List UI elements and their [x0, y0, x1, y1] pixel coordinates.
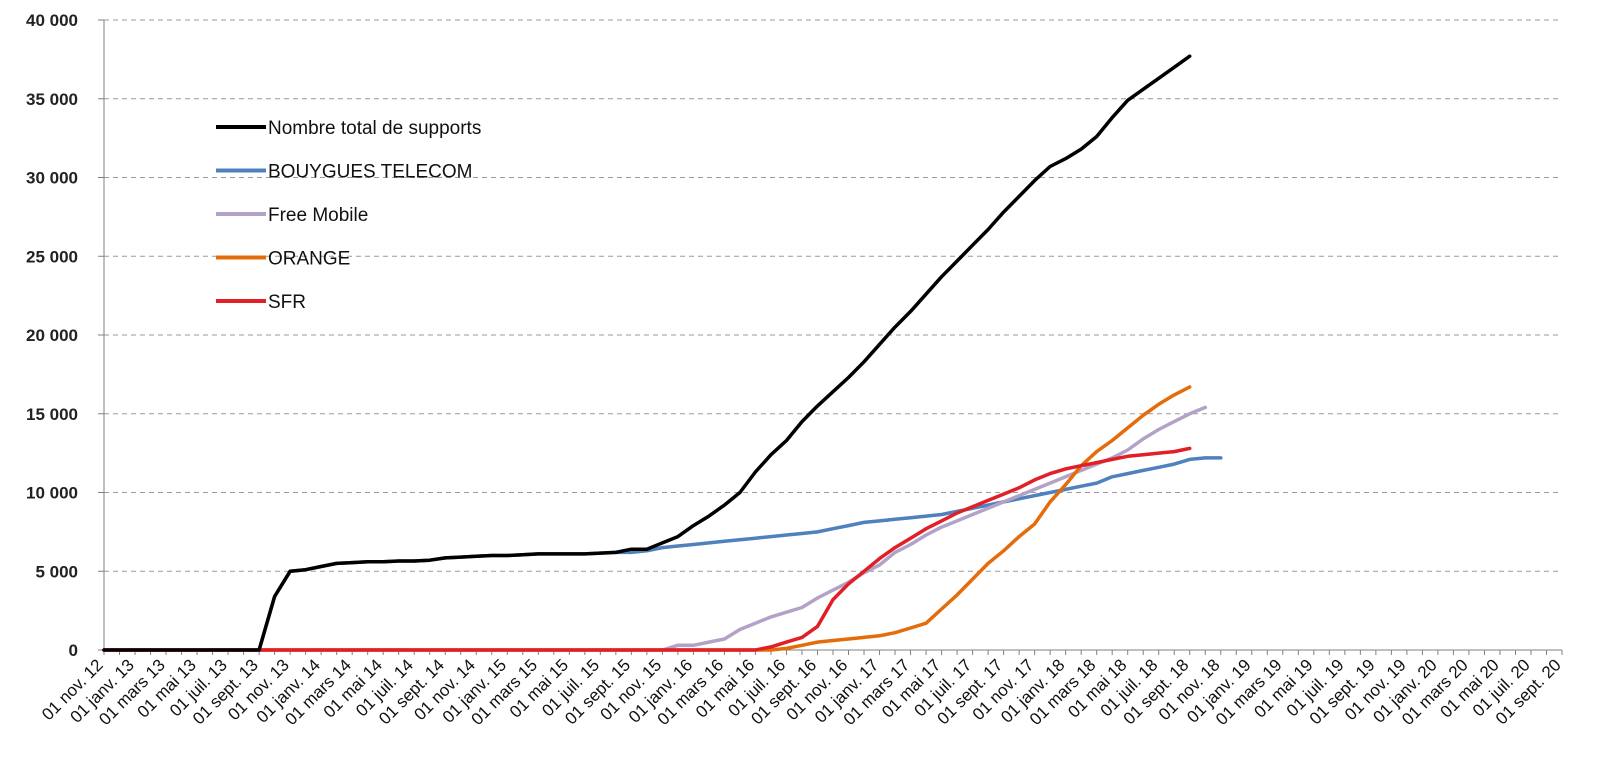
series-line-sfr — [102, 446, 1192, 652]
y-tick-label: 30 000 — [26, 169, 78, 188]
y-tick-label: 5 000 — [35, 562, 78, 581]
y-tick-label: 40 000 — [26, 11, 78, 30]
y-tick-label: 15 000 — [26, 405, 78, 424]
legend-label: SFR — [268, 292, 306, 313]
legend-label: BOUYGUES TELECOM — [268, 162, 472, 183]
series-line-bouygues-telecom — [102, 456, 1223, 652]
legend-label: ORANGE — [268, 249, 350, 270]
gridlines — [104, 19, 1562, 572]
y-tick-label: 35 000 — [26, 90, 78, 109]
y-tick-label: 10 000 — [26, 484, 78, 503]
series-line-orange — [102, 385, 1192, 652]
legend-label: Nombre total de supports — [268, 118, 481, 139]
y-tick-label: 0 — [69, 641, 78, 660]
legend: Nombre total de supports BOUYGUES TELECOM… — [216, 118, 481, 313]
y-tick-label: 20 000 — [26, 326, 78, 345]
y-tick-label: 25 000 — [26, 247, 78, 266]
axes — [98, 19, 1563, 655]
legend-label: Free Mobile — [268, 205, 368, 226]
y-tick-labels: 0 5 000 10 000 15 000 20 000 25 000 30 000 35 0… — [26, 11, 78, 660]
series-line-nombre-total-de-supports — [102, 54, 1192, 652]
series-lines — [102, 54, 1223, 652]
